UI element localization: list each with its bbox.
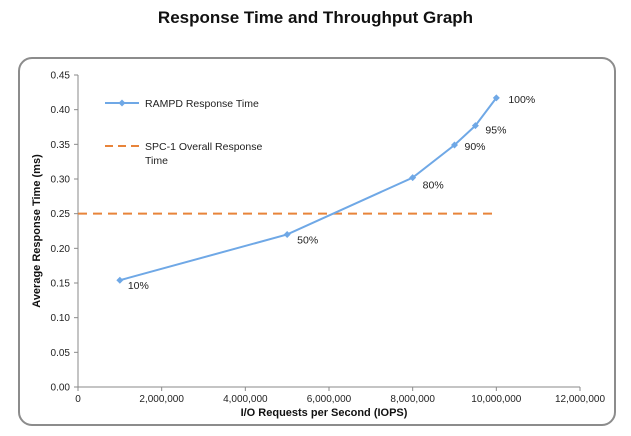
legend-spc1-label-line1: SPC-1 Overall Response xyxy=(145,141,262,153)
data-label: 80% xyxy=(423,180,444,192)
rampd-data-point xyxy=(492,94,500,102)
rampd-data-point xyxy=(116,276,124,284)
y-tick-label: 0.25 xyxy=(51,209,71,220)
rampd-series-line xyxy=(119,97,498,282)
y-tick-label: 0.35 xyxy=(51,140,71,151)
y-axis-title: Average Response Time (ms) xyxy=(31,154,43,308)
x-tick-label: 0 xyxy=(75,394,81,405)
rampd-data-point xyxy=(451,141,458,149)
y-tick-label: 0.45 xyxy=(51,71,71,82)
x-tick-label: 4,000,000 xyxy=(223,394,268,405)
data-label: 100% xyxy=(508,94,535,106)
chart-frame xyxy=(18,57,616,426)
y-tick-label: 0.30 xyxy=(51,175,71,186)
legend-rampd-label: RAMPD Response Time xyxy=(145,98,259,110)
y-tick-label: 0.40 xyxy=(51,105,71,116)
x-tick-label: 6,000,000 xyxy=(307,394,352,405)
rampd-data-point xyxy=(283,230,291,238)
y-tick-label: 0.00 xyxy=(51,383,71,394)
data-label: 90% xyxy=(465,141,486,153)
x-tick-label: 2,000,000 xyxy=(139,394,184,405)
data-label: 10% xyxy=(128,280,149,292)
page-title: Response Time and Throughput Graph xyxy=(157,8,474,27)
x-tick-label: 10,000,000 xyxy=(471,394,521,405)
legend-spc1-label-line2: Time xyxy=(145,155,168,167)
y-tick-label: 0.05 xyxy=(51,348,71,359)
x-tick-label: 8,000,000 xyxy=(390,394,435,405)
x-tick-label: 12,000,000 xyxy=(555,394,605,405)
x-axis-title: I/O Requests per Second (IOPS) xyxy=(241,407,408,419)
data-label: 50% xyxy=(297,234,318,246)
rampd-data-point xyxy=(409,174,417,182)
legend-rampd-marker xyxy=(118,99,126,107)
data-label: 95% xyxy=(485,125,506,137)
rampd-data-point xyxy=(471,122,479,130)
y-tick-label: 0.10 xyxy=(51,313,71,324)
y-tick-label: 0.15 xyxy=(51,279,71,290)
y-tick-label: 0.20 xyxy=(51,244,71,255)
